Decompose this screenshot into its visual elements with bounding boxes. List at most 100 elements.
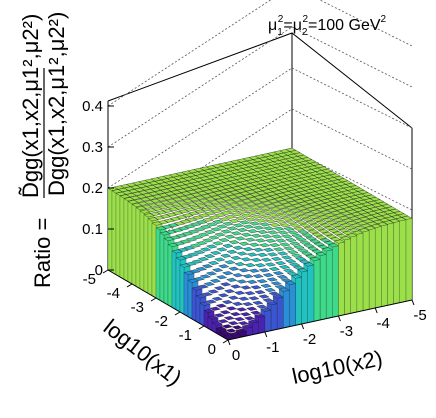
surface-bar-top [245,217,257,222]
x2-tick-mark [264,331,268,338]
z-tick-label: 0.3 [82,139,103,156]
surface-bar-top [214,213,226,218]
surface-bar-top [324,226,336,231]
surface-bar-top [232,273,244,278]
surface-bar-top [205,271,218,276]
surface-bar-top [334,225,346,230]
surface-bar-side [264,310,272,333]
surface-bar-top [246,306,258,311]
surface-bar-top [262,273,274,278]
surface-bar-side [283,290,290,329]
surface-bar-top [177,247,189,252]
surface-bar-top [230,284,242,289]
surface-bar-top [275,219,287,224]
surface-bar-top [281,216,293,221]
surface-bar-top [220,229,232,234]
surface-bar-top [254,290,266,295]
x1-tick-mark [222,339,229,344]
surface-bar-top [181,231,194,236]
surface-bar-top [206,222,218,227]
surface-bar-top [283,246,295,251]
surface-bar-top [174,205,186,210]
surface-bar-top [183,245,195,250]
surface-bar-top [291,217,303,222]
surface-bar-top [240,312,252,317]
surface-bar-top [189,269,201,274]
surface-bar-top [224,260,236,265]
surface-bar-top [242,247,254,252]
surface-bar-top [188,197,200,202]
surface-bar-top [196,220,208,225]
surface-bar-top [244,291,256,296]
surface-bar-top [232,245,244,250]
surface-bar-side [119,195,125,280]
surface-bar-top [194,195,206,200]
surface-bar-top [198,198,210,203]
surface-bar-top [246,279,258,284]
surface-bar-top [229,312,242,317]
surface-bar-top [236,279,248,284]
surface-bar-top [163,218,175,223]
z-tick-label: 0 [95,262,103,279]
surface-bar-side [301,270,308,325]
surface-bar-top [188,211,200,216]
surface-bar-side [151,222,157,299]
x2-tick-label: -2 [303,331,316,348]
surface-bar-top [218,238,230,243]
surface-bar-top [316,207,328,212]
surface-bar-top [261,215,273,220]
surface-bar-top [226,277,238,282]
x2-tick-mark [337,315,341,322]
surface-bar-top [184,224,196,229]
surface-bar-top [208,200,220,205]
surface-bar-top [226,208,239,213]
surface-bar-top [196,203,208,208]
surface-bar-top [202,217,214,222]
surface-bar-top [197,284,209,289]
surface-bar-top [287,214,299,219]
surface-bar-top [205,299,217,304]
surface-bar-top [310,209,322,214]
surface-bar-top [237,321,250,326]
z-axis-title: Ratio = D̃gg(x1,x2,μ1²,μ2²) Dgg(x1,x2,μ1… [18,12,69,288]
surface-bar-top [177,226,190,231]
surface-bar-side [313,259,321,322]
surface-bar-top [282,268,295,273]
surface-bar-top [332,231,344,236]
surface-bar-top [297,214,310,219]
surface-bar-top [246,252,258,257]
surface-bar-side [115,193,121,278]
surface-bar-top [334,213,346,218]
surface-bar-side [356,232,364,313]
surface-bar-top [236,251,248,256]
surface-bar-top [213,286,226,291]
surface-bar-top [262,247,275,252]
surface-bar-top [266,277,278,282]
surface-bar-side [350,235,357,314]
surface-bar-top [267,212,279,217]
surface-bar-top [281,255,293,260]
surface-bar-side [381,224,388,307]
surface-bar-top [257,229,269,235]
surface-bar-top [281,202,294,207]
surface-bar-top [210,209,222,214]
surface-bar-top [202,202,214,207]
surface-bar-side [399,219,406,303]
surface-bar-top [215,303,227,308]
surface-bar-side [143,214,149,294]
surface-bar-side [163,238,169,306]
surface-bar-top [217,193,229,198]
surface-bar-side [276,296,284,330]
surface-bar-top [195,266,207,271]
surface-bar-top [216,207,228,212]
surface-bar-top [175,233,187,238]
surface-bar-top [210,195,223,200]
surface-bar-top [206,244,218,249]
surface-bar-top [234,290,246,295]
surface-bar-side [123,198,129,282]
surface-bar-top [234,236,246,241]
surface-bar-top [320,210,332,215]
surface-bar-top [221,196,233,201]
x2-tick-mark [227,339,231,346]
surface-bar-top [308,214,320,219]
